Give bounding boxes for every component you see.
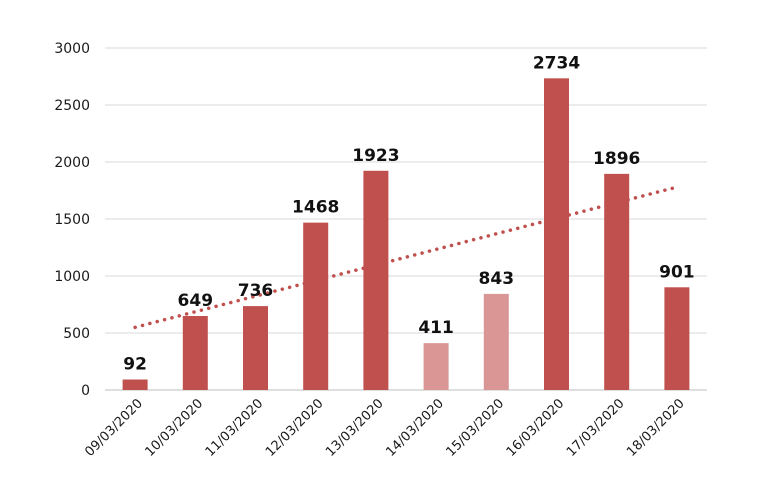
bar — [122, 379, 148, 390]
bar — [544, 78, 569, 390]
y-tick-label: 3000 — [54, 41, 90, 57]
trendline-group — [133, 185, 679, 330]
x-tick-label: 15/03/2020 — [444, 396, 508, 460]
bar — [664, 287, 690, 390]
y-tick-label: 2000 — [54, 155, 90, 171]
x-tick-label: 16/03/2020 — [504, 396, 568, 460]
y-tick-label: 0 — [81, 383, 90, 399]
x-tick-label: 18/03/2020 — [624, 396, 688, 460]
data-label: 1468 — [292, 198, 339, 218]
data-label: 411 — [418, 318, 454, 338]
data-label: 901 — [659, 262, 695, 282]
y-tick-label: 1500 — [54, 212, 90, 228]
bar — [182, 316, 208, 390]
data-label: 1923 — [352, 146, 399, 166]
bars — [122, 78, 690, 390]
bar — [604, 173, 630, 390]
y-tick-label: 2500 — [54, 98, 90, 114]
x-tick-label: 10/03/2020 — [143, 396, 207, 460]
data-label: 736 — [238, 281, 274, 301]
data-label: 649 — [178, 291, 214, 311]
data-label: 1896 — [593, 149, 640, 169]
x-tick-label: 09/03/2020 — [82, 396, 146, 460]
y-tick-label: 1000 — [54, 269, 90, 285]
bar — [243, 306, 268, 390]
bar — [483, 293, 509, 390]
trendline — [133, 185, 679, 330]
x-tick-label: 11/03/2020 — [203, 396, 267, 460]
bar — [363, 170, 389, 390]
data-labels: 92 649 736 1468 1923 411 843 2734 1896 901 — [123, 53, 694, 374]
x-tick-label: 14/03/2020 — [383, 396, 447, 460]
x-axis-labels: 09/03/202010/03/202011/03/202012/03/2020… — [82, 396, 687, 460]
x-tick-label: 17/03/2020 — [564, 396, 628, 460]
data-label: 92 — [123, 355, 147, 375]
y-axis-ticks: 0 500 1000 1500 2000 2500 3000 — [54, 41, 90, 399]
y-tick-label: 500 — [63, 326, 90, 342]
x-tick-label: 13/03/2020 — [323, 396, 387, 460]
x-tick-label: 12/03/2020 — [263, 396, 327, 460]
bar — [423, 343, 449, 390]
bar — [303, 222, 329, 390]
data-label: 843 — [479, 269, 515, 289]
data-label: 2734 — [533, 53, 580, 73]
